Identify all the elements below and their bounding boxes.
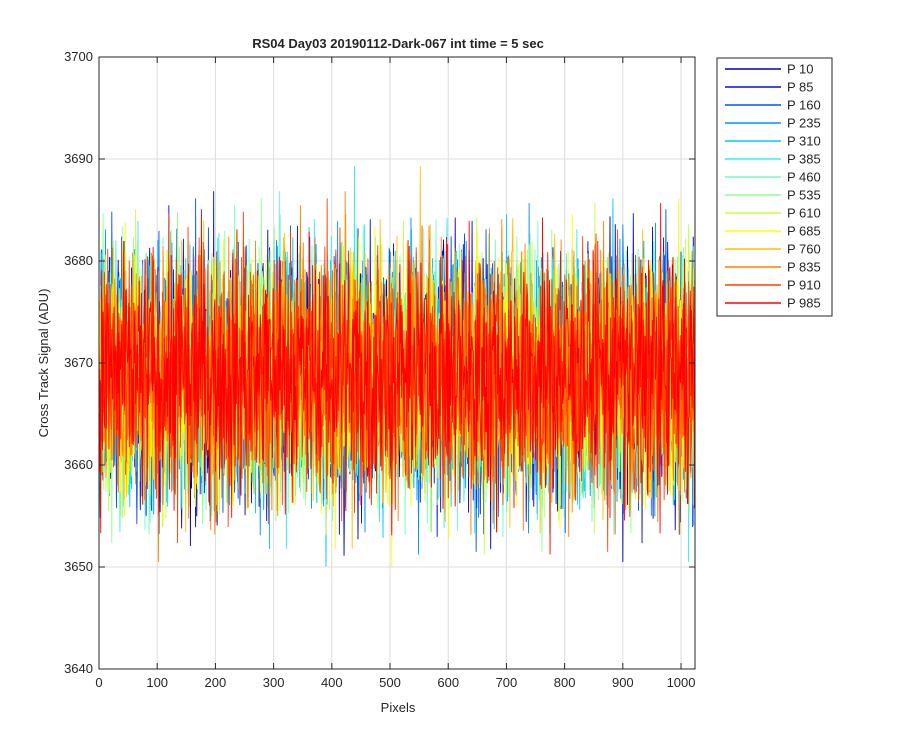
legend-entry-label: P 85: [787, 80, 814, 95]
y-tick-label: 3680: [64, 253, 93, 268]
legend-entry-label: P 310: [787, 134, 821, 149]
chart-title: RS04 Day03 20190112-Dark-067 int time = …: [252, 36, 544, 51]
legend-entry-label: P 10: [787, 62, 814, 77]
legend-entry-label: P 685: [787, 224, 821, 239]
legend-entry-label: P 985: [787, 296, 821, 311]
legend: P 10 P 85 P 160 P 235 P 310 P 385 P 460 P 535 P …: [716, 57, 833, 317]
x-tick-label: 500: [379, 675, 401, 690]
legend-entry-label: P 535: [787, 188, 821, 203]
x-axis-label: Pixels: [381, 700, 416, 715]
y-tick-label: 3700: [64, 49, 93, 64]
y-tick-label: 3650: [64, 559, 93, 574]
x-tick-label: 900: [612, 675, 634, 690]
x-tick-label: 400: [321, 675, 343, 690]
y-tick-label: 3640: [64, 661, 93, 676]
y-axis-label: Cross Track Signal (ADU): [36, 289, 51, 438]
x-tick-label: 700: [496, 675, 518, 690]
x-tick-label: 800: [554, 675, 576, 690]
legend-entry-label: P 835: [787, 260, 821, 275]
legend-entry-label: P 385: [787, 152, 821, 167]
legend-box: [716, 57, 833, 317]
plot-area: 0 100 200 300 400 500 600 700 800 900 1000 3640 3650…: [64, 49, 696, 690]
series-line: [98, 202, 695, 555]
legend-entry-label: P 460: [787, 170, 821, 185]
y-tick-label: 3670: [64, 355, 93, 370]
legend-entry-label: P 610: [787, 206, 821, 221]
legend-entry-label: P 160: [787, 98, 821, 113]
y-tick-label: 3660: [64, 457, 93, 472]
legend-entry-label: P 910: [787, 278, 821, 293]
legend-entry-label: P 235: [787, 116, 821, 131]
x-tick-label: 1000: [667, 675, 696, 690]
legend-entry-label: P 760: [787, 242, 821, 257]
series-group: [98, 166, 695, 567]
x-tick-label: 100: [146, 675, 168, 690]
x-tick-label: 300: [263, 675, 285, 690]
y-tick-label: 3690: [64, 151, 93, 166]
x-tick-label: 200: [205, 675, 227, 690]
x-tick-label: 0: [95, 675, 102, 690]
x-tick-label: 600: [437, 675, 459, 690]
